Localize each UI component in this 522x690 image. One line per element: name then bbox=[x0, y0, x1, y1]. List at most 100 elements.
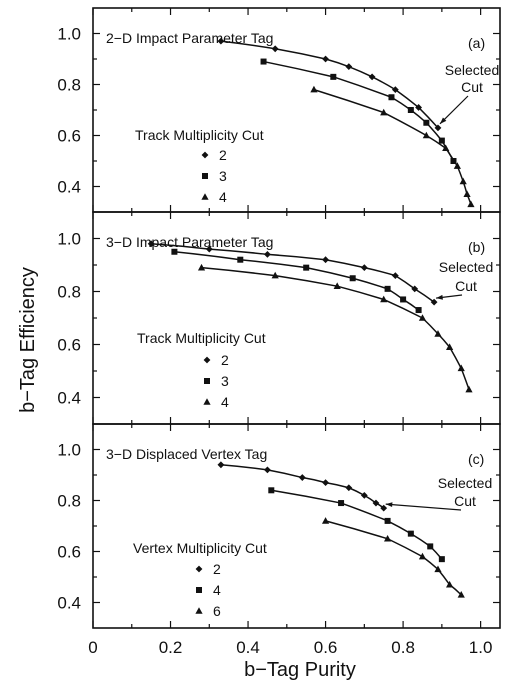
data-point bbox=[465, 385, 473, 393]
data-point bbox=[418, 552, 427, 560]
data-point bbox=[322, 55, 329, 63]
annotation-cut: Cut bbox=[461, 79, 483, 95]
x-axis-title: b−Tag Purity bbox=[244, 659, 356, 681]
data-point bbox=[407, 107, 414, 113]
data-point bbox=[423, 119, 430, 126]
data-point bbox=[384, 517, 391, 524]
annotation-arrow bbox=[439, 95, 469, 125]
data-point bbox=[463, 190, 471, 197]
annotation-selected: Selected bbox=[445, 62, 499, 78]
data-point bbox=[345, 484, 353, 492]
series-line bbox=[313, 88, 472, 205]
y-tick-label: 0.8 bbox=[57, 76, 81, 95]
legend-label: 6 bbox=[213, 603, 221, 619]
data-point bbox=[380, 108, 388, 116]
data-point bbox=[411, 285, 419, 293]
data-point bbox=[338, 500, 345, 507]
y-tick-label: 1.0 bbox=[57, 25, 81, 44]
data-point bbox=[383, 534, 392, 542]
data-point bbox=[391, 86, 399, 93]
annotation-arrowhead bbox=[385, 502, 393, 508]
annotation-cut: Cut bbox=[455, 278, 477, 294]
y-tick-label: 0.4 bbox=[57, 178, 81, 197]
data-point bbox=[434, 565, 442, 573]
legend-title: Track Multiplicity Cut bbox=[135, 127, 264, 143]
data-point bbox=[372, 499, 380, 507]
data-point bbox=[260, 58, 267, 65]
data-point bbox=[264, 466, 271, 474]
x-tick-label: 1.0 bbox=[469, 638, 493, 657]
data-point bbox=[422, 131, 430, 139]
data-point bbox=[264, 251, 271, 258]
legend-marker bbox=[201, 193, 209, 200]
data-point bbox=[237, 256, 244, 263]
data-point bbox=[446, 343, 454, 350]
data-point bbox=[171, 248, 178, 255]
legend-marker bbox=[204, 378, 210, 384]
legend-marker bbox=[203, 356, 211, 364]
series-line bbox=[271, 489, 443, 560]
data-point bbox=[388, 94, 395, 101]
data-point bbox=[217, 461, 225, 469]
panel-title: 3−D Displaced Vertex Tag bbox=[106, 446, 267, 462]
legend-label: 4 bbox=[219, 189, 227, 205]
data-point bbox=[360, 264, 368, 272]
data-point bbox=[434, 330, 442, 337]
x-tick-label: 0.8 bbox=[391, 638, 415, 657]
data-point bbox=[345, 63, 353, 71]
data-point bbox=[400, 296, 407, 303]
data-point bbox=[418, 314, 427, 321]
legend-label: 3 bbox=[219, 168, 227, 184]
data-point bbox=[271, 45, 279, 53]
legend-label: 4 bbox=[213, 582, 221, 598]
data-point bbox=[197, 263, 206, 271]
panel-tag: (b) bbox=[468, 239, 485, 255]
data-point bbox=[427, 543, 434, 550]
panel-title: 2−D Impact Parameter Tag bbox=[106, 30, 273, 46]
data-point bbox=[322, 256, 329, 264]
data-point bbox=[415, 104, 422, 111]
data-point bbox=[217, 37, 225, 45]
legend-label: 2 bbox=[221, 352, 229, 368]
series-line bbox=[220, 464, 385, 509]
data-point bbox=[322, 479, 329, 487]
legend-marker bbox=[201, 151, 209, 159]
legend-marker bbox=[203, 398, 211, 405]
data-point bbox=[380, 504, 388, 512]
series-line bbox=[220, 40, 439, 129]
x-tick-label: 0.4 bbox=[236, 638, 260, 657]
legend-marker bbox=[195, 607, 203, 614]
data-point bbox=[330, 73, 337, 80]
data-point bbox=[368, 73, 376, 81]
annotation-selected: Selected bbox=[438, 475, 492, 491]
legend-marker bbox=[202, 173, 208, 179]
data-point bbox=[457, 591, 465, 598]
data-point bbox=[459, 177, 467, 185]
x-tick-label: 0.6 bbox=[314, 638, 338, 657]
legend-title: Vertex Multiplicity Cut bbox=[133, 540, 267, 556]
data-point bbox=[442, 144, 450, 152]
y-tick-label: 0.8 bbox=[57, 492, 81, 511]
legend-label: 2 bbox=[219, 147, 227, 163]
data-point bbox=[457, 364, 465, 372]
data-point bbox=[434, 124, 442, 132]
y-tick-label: 0.6 bbox=[57, 543, 81, 562]
data-point bbox=[147, 240, 155, 248]
annotation-arrowhead bbox=[436, 294, 443, 300]
data-point bbox=[271, 271, 279, 279]
data-point bbox=[349, 275, 356, 282]
panel-a: 0.4 0.6 0.8 1.0 2−D Impact Parameter Tag (a) S… bbox=[57, 7, 501, 213]
data-point bbox=[438, 556, 445, 563]
data-point bbox=[467, 200, 475, 208]
data-point bbox=[298, 474, 306, 481]
legend-label: 4 bbox=[221, 394, 229, 410]
data-point bbox=[446, 580, 454, 588]
y-tick-label: 1.0 bbox=[57, 230, 81, 249]
legend-marker bbox=[196, 587, 202, 593]
data-point bbox=[205, 245, 213, 253]
y-tick-label: 1.0 bbox=[57, 441, 81, 460]
legend-label: 2 bbox=[213, 561, 221, 577]
legend-label: 3 bbox=[221, 373, 229, 389]
y-tick-label: 0.6 bbox=[57, 127, 81, 146]
x-tick-label: 0.2 bbox=[159, 638, 183, 657]
